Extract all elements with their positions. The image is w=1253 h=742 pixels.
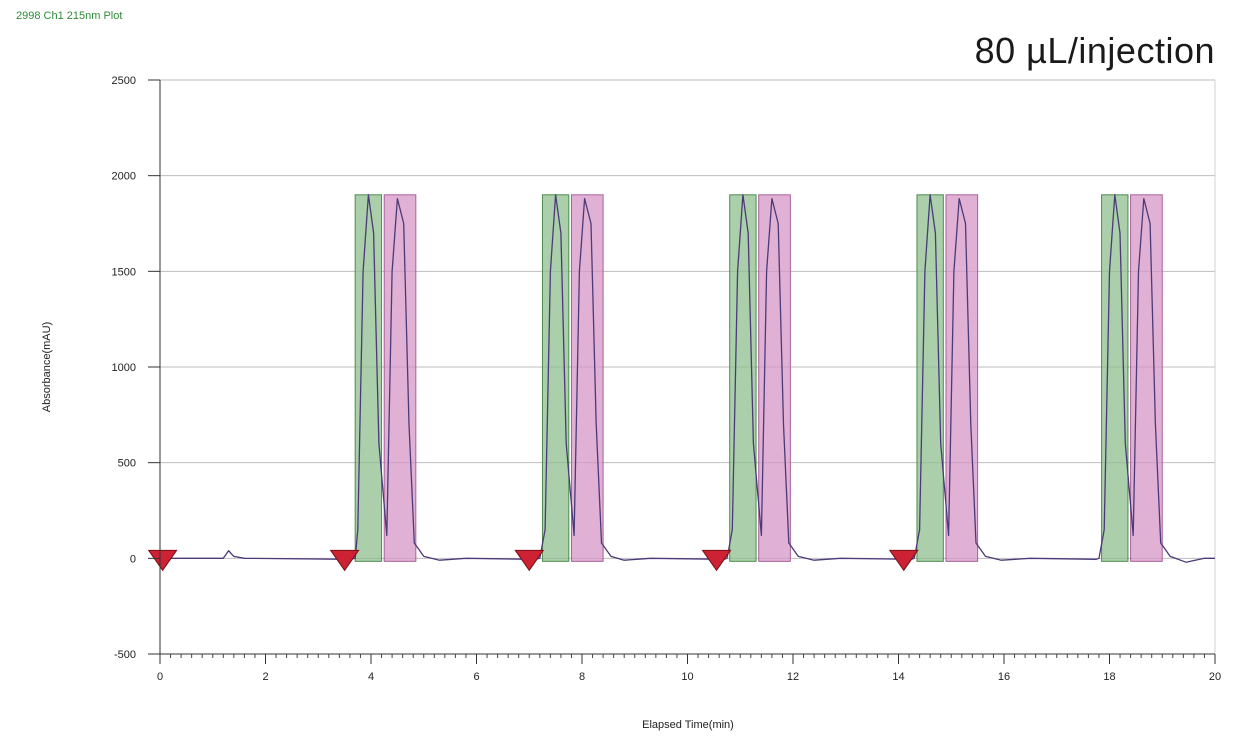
x-tick-label: 12 [787,671,799,683]
injection-marker [888,549,919,572]
fraction-region [1130,194,1163,562]
y-tick-label: 2500 [112,75,136,87]
injection-marker [147,549,178,572]
injection-marker [329,549,360,572]
y-tick-label: 0 [130,553,136,565]
series-line [160,194,1215,563]
fraction-region [945,194,979,562]
y-tick-label: 500 [118,458,136,470]
fraction-region [570,194,604,562]
series-lines [160,194,1215,563]
injection-marker [514,549,545,572]
injection-marker [701,549,732,572]
x-tick-label: 14 [892,671,904,683]
x-tick-label: 20 [1209,671,1221,683]
x-tick-label: 6 [473,671,479,683]
injection-markers [147,549,919,572]
axes: -500 0 500 1000 1500 2000 2500 0 2 4 6 8 10 12 14 16 18 2… [112,75,1222,683]
y-tick-label: 1000 [112,362,136,374]
chart-title: 80 µL/injection [974,30,1215,71]
x-tick-label: 16 [998,671,1010,683]
y-tick-label: 1500 [112,266,136,278]
y-tick-label: 2000 [112,171,136,183]
y-axis-title: Absorbance(mAU) [41,322,53,412]
x-tick-label: 4 [368,671,374,683]
y-tick-label: -500 [114,649,136,661]
grid-lines [160,79,1216,654]
x-tick-label: 10 [681,671,693,683]
x-axis-title: Elapsed Time(min) [642,719,734,731]
fraction-region [383,194,417,562]
fraction-region [758,194,791,562]
plot-label: 2998 Ch1 215nm Plot [16,10,123,22]
fraction-region [1101,194,1129,562]
x-tick-label: 0 [157,671,163,683]
x-tick-label: 8 [579,671,585,683]
x-tick-label: 2 [262,671,268,683]
x-tick-label: 18 [1103,671,1115,683]
